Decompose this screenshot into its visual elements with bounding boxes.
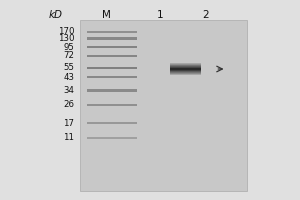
Text: 2: 2 bbox=[202, 10, 209, 20]
Bar bbox=[170, 70, 201, 71]
Bar bbox=[87, 37, 136, 40]
Text: 11: 11 bbox=[63, 134, 74, 142]
Bar bbox=[87, 89, 136, 92]
Bar bbox=[170, 69, 201, 70]
Bar bbox=[170, 74, 201, 75]
Bar bbox=[87, 104, 136, 106]
Bar bbox=[87, 46, 136, 48]
Bar bbox=[170, 63, 201, 64]
Bar bbox=[170, 67, 201, 68]
Text: M: M bbox=[102, 10, 111, 20]
Bar bbox=[170, 73, 201, 74]
Bar bbox=[170, 64, 201, 65]
Bar bbox=[170, 72, 201, 73]
Bar bbox=[80, 20, 247, 191]
Bar bbox=[170, 65, 201, 66]
Bar bbox=[87, 67, 136, 69]
Text: 55: 55 bbox=[63, 64, 74, 72]
Bar bbox=[170, 66, 201, 67]
Text: 26: 26 bbox=[63, 100, 74, 109]
Bar bbox=[170, 68, 201, 69]
Text: 1: 1 bbox=[157, 10, 164, 20]
Text: 34: 34 bbox=[63, 86, 74, 95]
Text: 130: 130 bbox=[58, 34, 74, 43]
Text: 43: 43 bbox=[63, 72, 74, 82]
Text: 17: 17 bbox=[63, 118, 74, 128]
Bar bbox=[170, 71, 201, 72]
Bar bbox=[87, 55, 136, 57]
Bar bbox=[87, 76, 136, 78]
Bar bbox=[87, 122, 136, 124]
Text: 95: 95 bbox=[64, 43, 74, 51]
Bar bbox=[87, 31, 136, 33]
Bar bbox=[87, 137, 136, 139]
Text: kD: kD bbox=[49, 10, 62, 20]
Text: 170: 170 bbox=[58, 27, 74, 36]
Text: 72: 72 bbox=[63, 51, 74, 60]
